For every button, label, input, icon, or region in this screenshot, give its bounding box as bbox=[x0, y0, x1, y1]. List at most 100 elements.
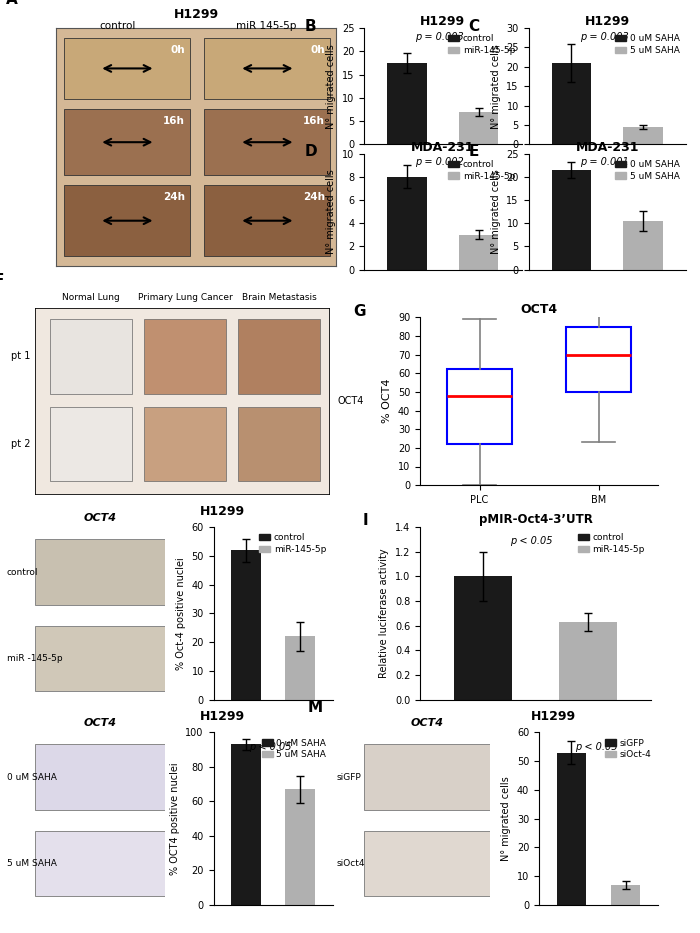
Y-axis label: N° migrated cells: N° migrated cells bbox=[326, 44, 336, 129]
Legend: 0 uM SAHA, 5 uM SAHA: 0 uM SAHA, 5 uM SAHA bbox=[260, 737, 328, 761]
Bar bbox=[552, 63, 591, 145]
Text: 16h: 16h bbox=[163, 116, 185, 126]
Legend: 0 uM SAHA, 5 uM SAHA: 0 uM SAHA, 5 uM SAHA bbox=[614, 159, 682, 183]
Title: H1299: H1299 bbox=[584, 15, 630, 28]
Text: miR -145-5p: miR -145-5p bbox=[6, 654, 62, 662]
Text: Primary Lung Cancer: Primary Lung Cancer bbox=[138, 293, 232, 302]
FancyBboxPatch shape bbox=[364, 830, 490, 897]
Text: B: B bbox=[304, 19, 316, 34]
Title: MDA-231: MDA-231 bbox=[411, 141, 475, 154]
Text: siOct4: siOct4 bbox=[336, 859, 365, 868]
Bar bbox=[231, 745, 261, 905]
FancyBboxPatch shape bbox=[64, 185, 190, 257]
Text: G: G bbox=[354, 304, 366, 319]
Bar bbox=[556, 753, 587, 905]
FancyBboxPatch shape bbox=[64, 109, 190, 175]
FancyBboxPatch shape bbox=[64, 37, 190, 100]
FancyBboxPatch shape bbox=[35, 625, 164, 691]
FancyBboxPatch shape bbox=[204, 185, 330, 257]
FancyBboxPatch shape bbox=[204, 109, 330, 175]
Legend: control, miR-145-5p: control, miR-145-5p bbox=[447, 33, 517, 57]
Text: E: E bbox=[469, 145, 479, 160]
Text: 0 uM SAHA: 0 uM SAHA bbox=[6, 773, 57, 782]
Legend: 0 uM SAHA, 5 uM SAHA: 0 uM SAHA, 5 uM SAHA bbox=[614, 33, 682, 57]
Text: pt 2: pt 2 bbox=[11, 439, 31, 449]
Text: p < 0.05: p < 0.05 bbox=[249, 742, 292, 752]
Text: H1299: H1299 bbox=[200, 710, 245, 723]
Bar bbox=[624, 221, 663, 270]
Bar bbox=[285, 636, 315, 700]
FancyBboxPatch shape bbox=[50, 319, 132, 394]
Bar bbox=[559, 622, 617, 700]
FancyBboxPatch shape bbox=[35, 830, 164, 897]
Text: 24h: 24h bbox=[303, 192, 325, 202]
Text: Normal Lung: Normal Lung bbox=[62, 293, 120, 302]
Text: H1299: H1299 bbox=[200, 505, 245, 518]
Text: F: F bbox=[0, 273, 4, 288]
Legend: control, miR-145-5p: control, miR-145-5p bbox=[258, 532, 328, 556]
Text: OCT4: OCT4 bbox=[83, 718, 116, 729]
FancyBboxPatch shape bbox=[35, 539, 164, 605]
Text: Brain Metastasis: Brain Metastasis bbox=[241, 293, 316, 302]
Text: p < 0.05: p < 0.05 bbox=[575, 742, 617, 752]
Text: H1299: H1299 bbox=[531, 710, 575, 723]
Y-axis label: % Oct-4 positive nuclei: % Oct-4 positive nuclei bbox=[176, 557, 186, 670]
Text: D: D bbox=[304, 145, 317, 160]
Text: M: M bbox=[307, 700, 323, 715]
Title: MDA-231: MDA-231 bbox=[575, 141, 639, 154]
Y-axis label: N° migrated cells: N° migrated cells bbox=[326, 169, 337, 254]
Y-axis label: % OCT4: % OCT4 bbox=[382, 379, 392, 424]
Text: p = 0.003: p = 0.003 bbox=[415, 32, 464, 42]
Legend: siGFP, siOct-4: siGFP, siOct-4 bbox=[603, 737, 654, 761]
Text: control: control bbox=[6, 567, 38, 577]
Title: H1299: H1299 bbox=[420, 15, 466, 28]
Y-axis label: N° migrated cells: N° migrated cells bbox=[491, 169, 500, 254]
Y-axis label: N° migrated cells: N° migrated cells bbox=[501, 776, 511, 861]
Text: p < 0.05: p < 0.05 bbox=[510, 536, 552, 547]
Y-axis label: N° migrated cells: N° migrated cells bbox=[491, 44, 500, 129]
FancyBboxPatch shape bbox=[35, 745, 164, 810]
Text: pt 1: pt 1 bbox=[11, 352, 31, 361]
FancyBboxPatch shape bbox=[238, 407, 320, 481]
Bar bbox=[459, 112, 498, 145]
Text: 0h: 0h bbox=[310, 45, 325, 55]
Legend: control, miR-145-5p: control, miR-145-5p bbox=[576, 532, 647, 556]
Title: pMIR-Oct4-3’UTR: pMIR-Oct4-3’UTR bbox=[479, 513, 592, 526]
Bar bbox=[624, 127, 663, 145]
Bar bbox=[285, 789, 315, 905]
Text: OCT4: OCT4 bbox=[410, 718, 444, 729]
Text: miR 145-5p: miR 145-5p bbox=[236, 21, 296, 31]
Text: p = 0.002: p = 0.002 bbox=[415, 158, 464, 167]
Y-axis label: Relative luciferase activity: Relative luciferase activity bbox=[379, 549, 389, 678]
FancyBboxPatch shape bbox=[204, 37, 330, 100]
FancyBboxPatch shape bbox=[144, 407, 226, 481]
PathPatch shape bbox=[447, 369, 512, 444]
PathPatch shape bbox=[566, 327, 631, 392]
Text: I: I bbox=[363, 513, 368, 528]
Bar bbox=[459, 235, 498, 270]
Legend: control, miR-145-5p: control, miR-145-5p bbox=[447, 159, 517, 183]
Text: H1299: H1299 bbox=[174, 8, 218, 21]
Text: C: C bbox=[469, 19, 480, 34]
Y-axis label: % OCT4 positive nuclei: % OCT4 positive nuclei bbox=[170, 762, 180, 875]
Bar bbox=[231, 550, 261, 700]
Text: 0h: 0h bbox=[170, 45, 185, 55]
Text: A: A bbox=[6, 0, 18, 7]
Text: OCT4: OCT4 bbox=[83, 513, 116, 523]
Bar bbox=[552, 170, 591, 270]
Text: 16h: 16h bbox=[303, 116, 325, 126]
Bar bbox=[387, 63, 426, 145]
Text: siGFP: siGFP bbox=[336, 773, 361, 782]
Bar bbox=[387, 177, 426, 270]
FancyBboxPatch shape bbox=[364, 745, 490, 810]
Text: 24h: 24h bbox=[163, 192, 185, 202]
Text: p = 0.003: p = 0.003 bbox=[580, 32, 629, 42]
Text: p = 0.001: p = 0.001 bbox=[580, 158, 629, 167]
Text: 5 uM SAHA: 5 uM SAHA bbox=[6, 859, 57, 868]
Bar bbox=[610, 884, 640, 905]
Text: OCT4: OCT4 bbox=[338, 397, 364, 406]
FancyBboxPatch shape bbox=[144, 319, 226, 394]
Bar bbox=[454, 577, 512, 700]
FancyBboxPatch shape bbox=[238, 319, 320, 394]
FancyBboxPatch shape bbox=[50, 407, 132, 481]
